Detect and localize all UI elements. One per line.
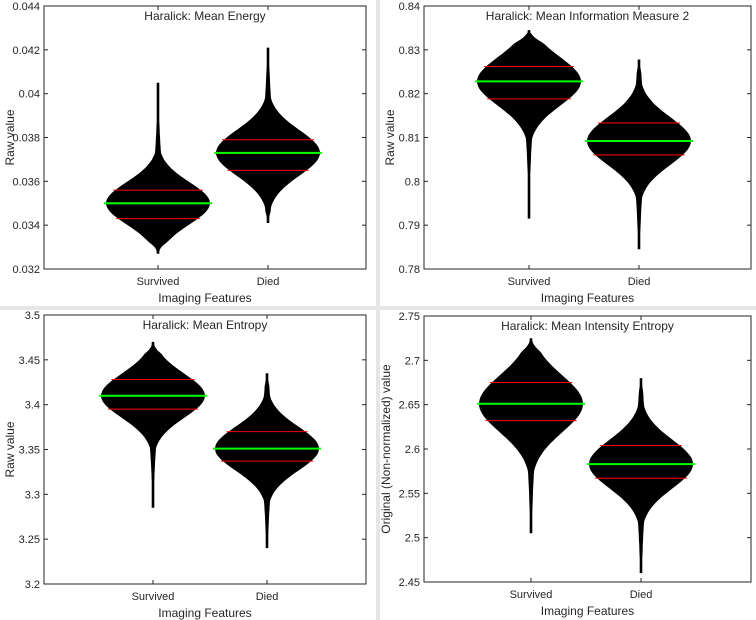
x-axis-label: Imaging Features [158,606,251,620]
y-axis-label: Original (Non-normalized) value [379,364,393,534]
violin-died [587,59,691,250]
chart-intensity-entropy: 2.45 2.5 2.55 2.6 2.65 2.7 2.75 Survived Died Har… [379,311,752,618]
y-tick-label: 2.6 [405,444,420,456]
chart-title: Haralick: Mean Intensity Entropy [501,319,674,333]
x-tick-label-died: Died [628,276,651,288]
violin-died [589,378,693,574]
y-tick-label: 0.79 [399,220,420,232]
y-tick-label: 0.036 [12,176,40,188]
y-axis-label: Raw value [3,109,17,165]
x-tick-label-died: Died [256,591,279,603]
y-tick-label: 3.5 [25,310,40,322]
y-tick-label: 3.35 [19,445,40,457]
chart-information-measure: 0.78 0.79 0.8 0.81 0.82 0.83 0.84 Survived Died H… [383,1,752,305]
y-tick-label: 0.044 [12,1,40,13]
y-tick-label: 2.5 [405,533,420,545]
y-tick-label: 3.4 [25,400,40,412]
x-tick-label-survived: Survived [510,589,553,601]
y-tick-label: 0.8 [405,176,420,188]
chart-panel-intensity-entropy: 2.45 2.5 2.55 2.6 2.65 2.7 2.75 Survived Died Har… [379,310,756,620]
y-tick-label: 0.042 [12,45,40,57]
violin-survived [101,341,205,508]
violin-survived [479,338,583,534]
chart-entropy: 3.2 3.25 3.3 3.35 3.4 3.45 3.5 Survived Died Hara… [3,310,367,620]
chart-title: Haralick: Mean Information Measure 2 [486,9,690,23]
y-tick-label: 0.032 [12,264,40,276]
plot-area [423,5,752,270]
y-tick-label: 0.78 [399,264,420,276]
chart-panel-entropy: 3.2 3.25 3.3 3.35 3.4 3.45 3.5 Survived Died Hara… [0,310,376,620]
y-tick-label: 2.75 [399,311,420,323]
x-tick-label-survived: Survived [508,276,551,288]
y-tick-label: 0.81 [399,133,420,145]
x-tick-label-survived: Survived [132,591,175,603]
x-axis-label: Imaging Features [541,291,634,305]
y-axis-label: Raw value [383,109,397,165]
plot-area [43,5,367,270]
y-tick-label: 2.55 [399,488,420,500]
x-tick-label-died: Died [257,276,280,288]
y-axis-label: Raw value [3,421,17,477]
plot-area [423,315,752,583]
y-tick-label: 3.3 [25,489,40,501]
chart-panel-information-measure: 0.78 0.79 0.8 0.81 0.82 0.83 0.84 Survived Died H… [380,0,756,306]
y-tick-label: 3.25 [19,534,40,546]
chart-title: Haralick: Mean Energy [144,9,265,23]
violin-survived [106,82,210,254]
chart-title: Haralick: Mean Entropy [143,318,268,332]
y-tick-label: 3.2 [25,579,40,591]
x-tick-label-survived: Survived [137,276,180,288]
y-tick-label: 0.82 [399,89,420,101]
y-tick-label: 0.038 [12,133,40,145]
y-tick-label: 2.45 [399,577,420,589]
y-tick-label: 2.65 [399,400,420,412]
y-tick-label: 2.7 [405,355,420,367]
y-tick-label: 0.034 [12,220,40,232]
y-tick-label: 3.45 [19,355,40,367]
violin-survived [477,30,581,219]
x-axis-label: Imaging Features [541,604,634,618]
violin-died [216,47,320,223]
chart-panel-energy: 0.032 0.034 0.036 0.038 0.04 0.042 0.044 Surviv… [0,0,376,306]
chart-energy: 0.032 0.034 0.036 0.038 0.04 0.042 0.044 Surviv… [3,1,367,305]
y-tick-label: 0.84 [399,1,420,13]
y-tick-label: 0.04 [19,89,40,101]
x-axis-label: Imaging Features [158,291,251,305]
y-tick-label: 0.83 [399,45,420,57]
x-tick-label-died: Died [630,589,653,601]
